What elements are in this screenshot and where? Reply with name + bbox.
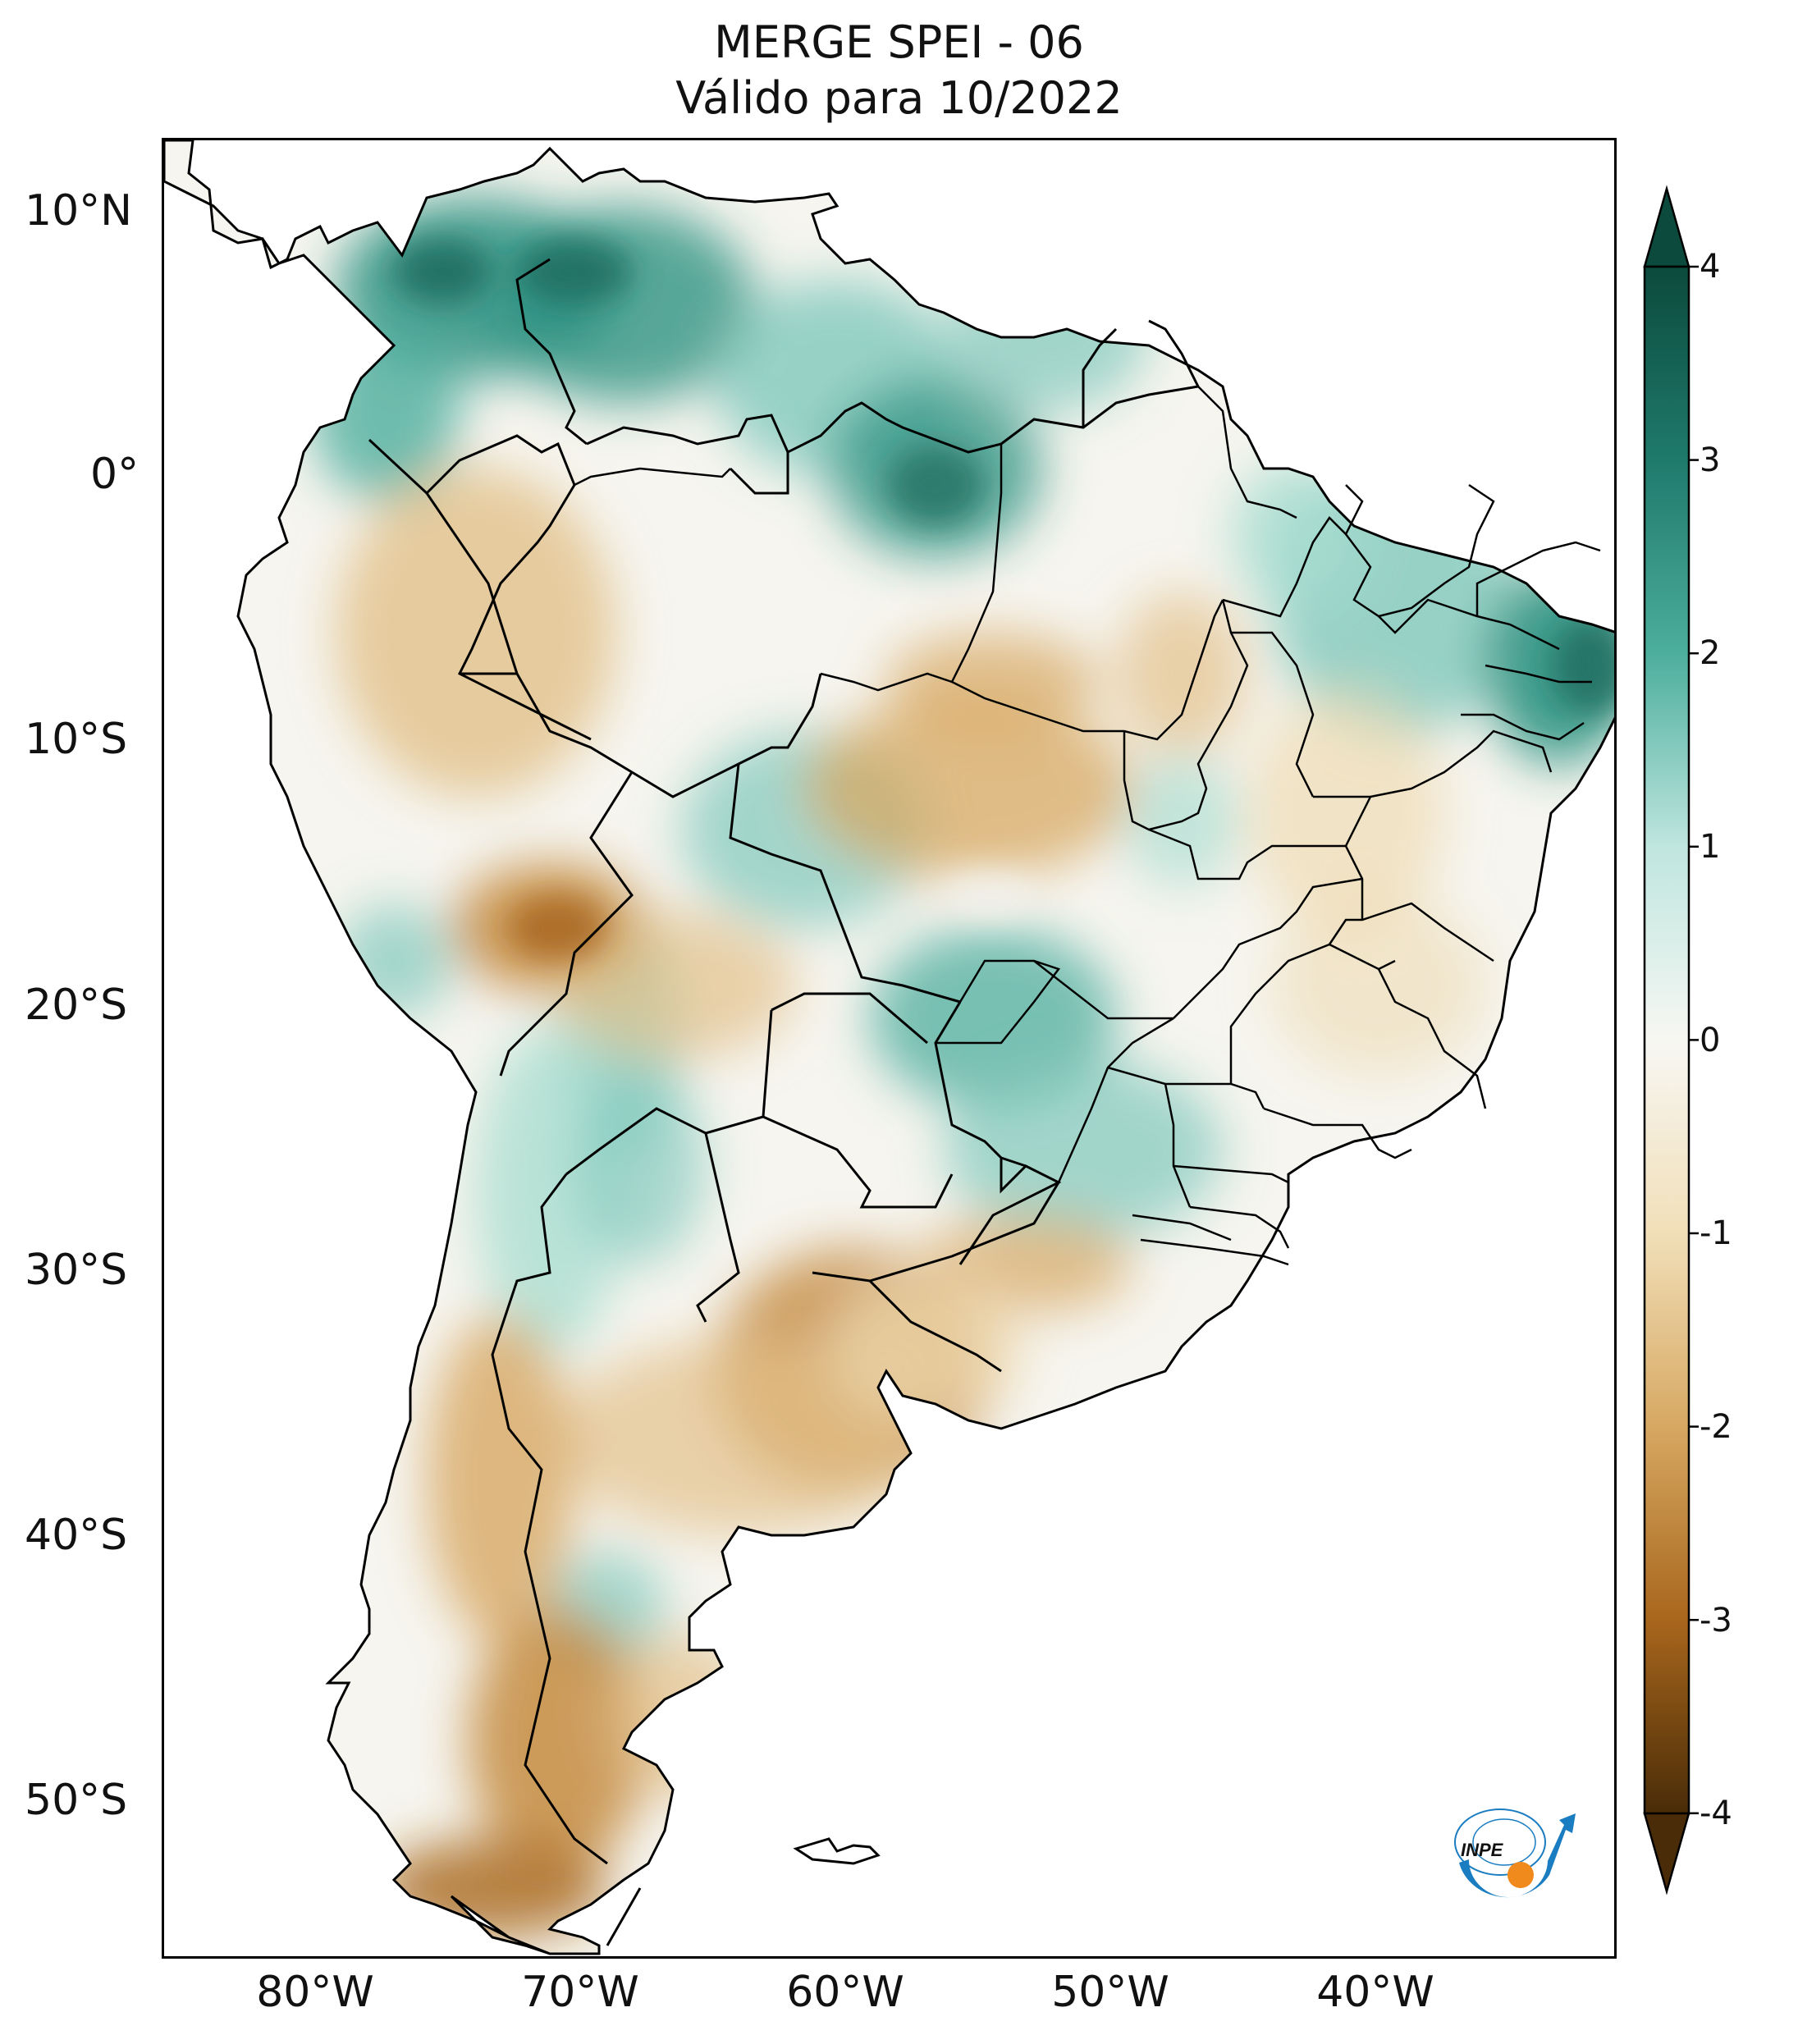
map-title: MERGE SPEI - 06 [714, 16, 1084, 68]
coastline [164, 140, 1614, 1955]
lon-label-80w: 80°W [256, 1968, 374, 2017]
logo-orbit-icon [1454, 1809, 1546, 1876]
lon-label-50w: 50°W [1051, 1968, 1169, 2017]
south-america-spei-map [164, 140, 1614, 1955]
lon-label-60w: 60°W [786, 1968, 904, 2017]
map-subtitle: Válido para 10/2022 [675, 72, 1123, 124]
colorbar-tick-0: 0 [1700, 1022, 1721, 1059]
colorbar-tick-3: 3 [1700, 441, 1721, 479]
logo-inner-orbit-icon [1472, 1818, 1536, 1866]
inpe-logo: INPE [1454, 1809, 1576, 1898]
colorbar-tick-1: 1 [1700, 828, 1721, 866]
lat-label-40s: 40°S [25, 1511, 128, 1560]
colorbar-gradient [1643, 265, 1690, 1815]
map-frame [162, 138, 1617, 1959]
logo-arrow-icon [1459, 1813, 1576, 1898]
country-borders [368, 258, 1200, 1946]
falkland-islands [793, 1837, 881, 1865]
state-borders [574, 386, 1601, 1266]
logo-text: INPE [1461, 1840, 1504, 1860]
lat-label-30s: 30°S [25, 1246, 128, 1295]
spei-field [164, 140, 1614, 1954]
lat-label-50s: 50°S [25, 1776, 128, 1825]
lat-label-10n: 10°N [25, 186, 133, 235]
lon-label-40w: 40°W [1316, 1968, 1434, 2017]
lat-label-10s: 10°S [25, 715, 128, 764]
colorbar-tick-neg2: -2 [1700, 1408, 1732, 1446]
colorbar-max-extend [1643, 185, 1690, 268]
colorbar-tick-neg1: -1 [1700, 1214, 1732, 1252]
lon-label-70w: 70°W [521, 1968, 639, 2017]
lat-label-20s: 20°S [25, 981, 128, 1030]
colorbar-tick-neg4: -4 [1700, 1795, 1732, 1832]
colorbar-min-extend [1643, 1812, 1690, 1895]
colorbar-tick-2: 2 [1700, 634, 1721, 672]
lat-label-0: 0° [90, 450, 140, 499]
colorbar [1643, 185, 1699, 1895]
colorbar-tick-neg3: -3 [1700, 1602, 1732, 1639]
logo-dot-icon [1507, 1862, 1534, 1888]
colorbar-tick-4: 4 [1700, 248, 1721, 286]
